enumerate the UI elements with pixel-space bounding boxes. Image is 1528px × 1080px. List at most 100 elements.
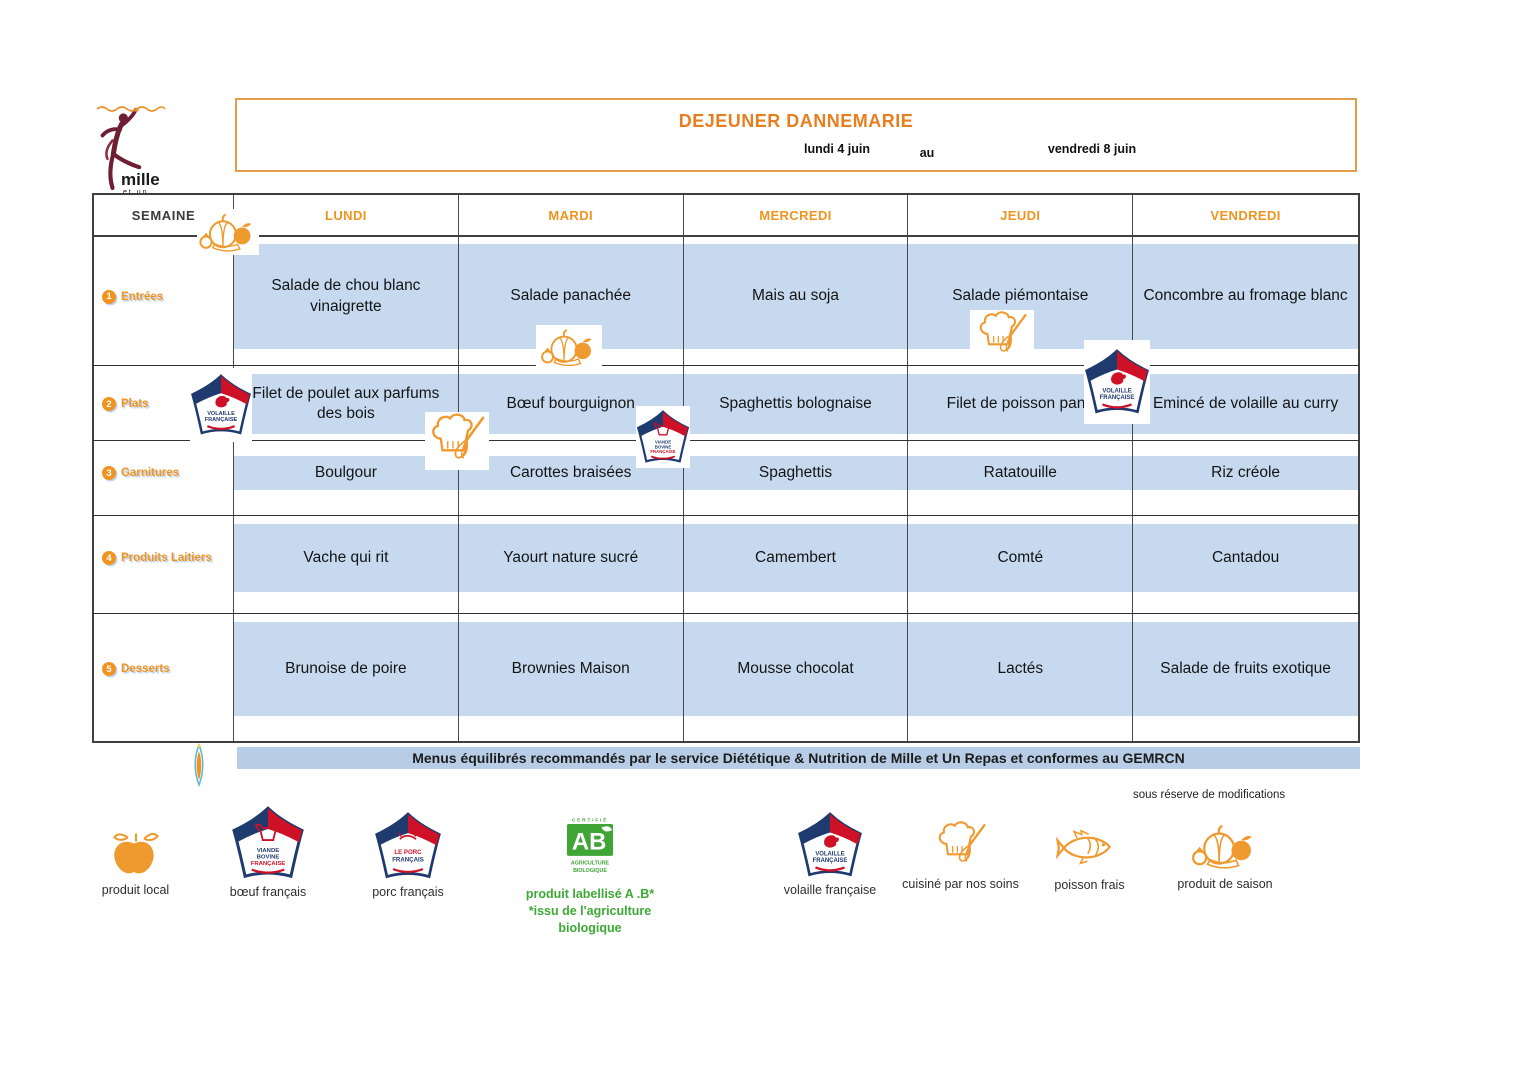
produce-icon (1192, 824, 1252, 869)
legend-label: bœuf français (229, 885, 307, 899)
row-label: Produits Laitiers (121, 552, 212, 564)
menu-item: Riz créole (1133, 456, 1358, 490)
menu-cell: Mais au soja (683, 237, 909, 365)
legend-label: volaille française (783, 883, 877, 897)
badge-text: VIANDE (257, 848, 279, 854)
badge-text: FRANÇAISE (650, 449, 675, 454)
logo-tagline-script (96, 106, 166, 112)
menu-item: Ratatouille (908, 456, 1133, 490)
menu-cell: Salade de chou blanc vinaigrette (234, 237, 459, 365)
legend-item-saison: produit de saison (1165, 820, 1285, 891)
produce-icon (536, 325, 602, 369)
date-from: lundi 4 juin (804, 142, 870, 156)
chef-hat-icon (970, 310, 1034, 362)
chef-hat-icon (938, 821, 986, 862)
menu-cell: Boulgour (234, 441, 459, 515)
chef-hat-icon (425, 412, 489, 470)
poultry-badge-icon: VOLAILLE FRANÇAISE (1084, 340, 1150, 424)
legend-item-poisson: poisson frais (1032, 828, 1147, 892)
fish-icon (1055, 829, 1111, 865)
row-number-badge: 4 (102, 551, 116, 565)
menu-cell: Camembert (683, 516, 909, 613)
day-header-lundi: LUNDI (234, 195, 459, 235)
ab-organic-icon: CERTIFIÉ AB AGRICULTURE BIOLOGIQUE (566, 816, 614, 874)
menu-item: Lactés (908, 622, 1133, 716)
badge-text: AGRICULTURE (571, 861, 610, 867)
menu-cell: Comté (908, 516, 1134, 613)
beef-badge-icon: VIANDE BOVINE FRANÇAISE (636, 406, 690, 468)
title-box: DEJEUNER DANNEMARIE lundi 4 juin au vend… (235, 98, 1357, 172)
row-number-badge: 5 (102, 662, 116, 676)
menu-item: Camembert (683, 524, 908, 592)
row-label-cell: 5 Desserts (94, 614, 234, 741)
badge-text: VIANDE (655, 439, 671, 444)
badge-text: AB (572, 829, 607, 856)
menu-item: Concombre au fromage blanc (1133, 244, 1358, 349)
table-row-garnitures: 3 Garnitures Boulgour Carottes braisées … (94, 441, 1358, 516)
row-label: Garnitures (121, 467, 180, 479)
flame-icon (191, 742, 207, 788)
badge-text: VOLAILLE (1102, 389, 1131, 395)
row-number-badge: 2 (102, 397, 116, 411)
row-number-badge: 3 (102, 466, 116, 480)
poultry-badge-icon: VOLAILLE FRANÇAISE (798, 812, 862, 877)
row-label: Desserts (121, 663, 170, 675)
table-row-produits-laitiers: 4 Produits Laitiers Vache qui rit Yaourt… (94, 516, 1358, 614)
menu-item: Boulgour (234, 456, 458, 490)
row-label-cell: 3 Garnitures (94, 441, 234, 515)
produce-icon (197, 209, 259, 255)
badge-text: FRANÇAIS (392, 857, 424, 864)
menu-cell: Filet de poulet aux parfums des bois (234, 366, 459, 440)
menu-cell: Vache qui rit (234, 516, 459, 613)
badge-text: VOLAILLE (207, 411, 235, 417)
menu-item: Bœuf bourguignon (458, 374, 683, 434)
logo-line2: et un (123, 189, 185, 196)
apple-icon (112, 832, 159, 874)
menu-cell: Emincé de volaille au curry (1133, 366, 1358, 440)
legend-label: *issu de l'agriculture biologique (528, 903, 652, 935)
row-label-cell: 4 Produits Laitiers (94, 516, 234, 613)
legend-item-ab: CERTIFIÉ AB AGRICULTURE BIOLOGIQUE produ… (505, 816, 675, 937)
menu-item: Mais au soja (683, 244, 908, 349)
menu-cell: Cantadou (1133, 516, 1358, 613)
badge-text: LE PORC (394, 849, 422, 856)
day-header-jeudi: JEUDI (908, 195, 1134, 235)
badge-text: FRANÇAISE (813, 858, 848, 864)
menu-item: Brownies Maison (458, 622, 683, 716)
legend-label: produit local (101, 883, 170, 897)
disclaimer-text: sous réserve de modifications (1133, 789, 1286, 801)
badge-text: FRANÇAISE (251, 861, 286, 867)
menu-cell: Salade de fruits exotique (1133, 614, 1358, 741)
day-header-vendredi: VENDREDI (1210, 207, 1281, 223)
badge-text: BOVINE (257, 855, 280, 861)
menu-item: Mousse chocolat (683, 622, 908, 716)
menu-cell: Mousse chocolat (683, 614, 909, 741)
menu-item: Salade de chou blanc vinaigrette (234, 244, 458, 349)
legend-label-green: produit labellisé A .B* *issu de l'agric… (505, 886, 675, 937)
menu-cell: Bœuf bourguignon (458, 366, 684, 440)
table-row-entrees: 1 Entrées Salade de chou blanc vinaigret… (94, 237, 1358, 366)
row-label-cell: 1 Entrées (94, 237, 234, 365)
row-label: Entrées (121, 290, 164, 303)
menu-cell: Concombre au fromage blanc (1133, 237, 1358, 365)
date-to: vendredi 8 juin (1047, 142, 1137, 156)
menu-item: Spaghettis (683, 456, 908, 490)
row-number-badge: 1 (102, 289, 116, 304)
menu-cell: Spaghettis bolognaise (683, 366, 909, 440)
dancer-logo-icon (100, 107, 142, 191)
table-row-desserts: 5 Desserts Brunoise de poire Brownies Ma… (94, 614, 1358, 741)
badge-text: FRANÇAISE (1100, 395, 1135, 401)
table-header-row: SEMAINE LUNDI MARDI MERCREDI JEUDI VENDR… (94, 195, 1358, 237)
menu-cell: Brownies Maison (458, 614, 684, 741)
table-row-plats: 2 Plats Filet de poulet aux parfums des … (94, 366, 1358, 441)
legend-label: cuisiné par nos soins (902, 877, 1019, 891)
legend-item-porc: LE PORC FRANÇAIS porc français (358, 812, 458, 899)
badge-text: BOVINE (655, 444, 672, 449)
page-title: DEJEUNER DANNEMARIE (678, 111, 914, 131)
badge-text: VOLAILLE (815, 852, 844, 858)
logo-line1: mille (121, 170, 160, 189)
legend-item-produit-local: produit local (88, 824, 183, 897)
legend-item-cuisine: cuisiné par nos soins (898, 820, 1023, 891)
menu-cell: Ratatouille (908, 441, 1134, 515)
legend-label: poisson frais (1054, 878, 1125, 892)
